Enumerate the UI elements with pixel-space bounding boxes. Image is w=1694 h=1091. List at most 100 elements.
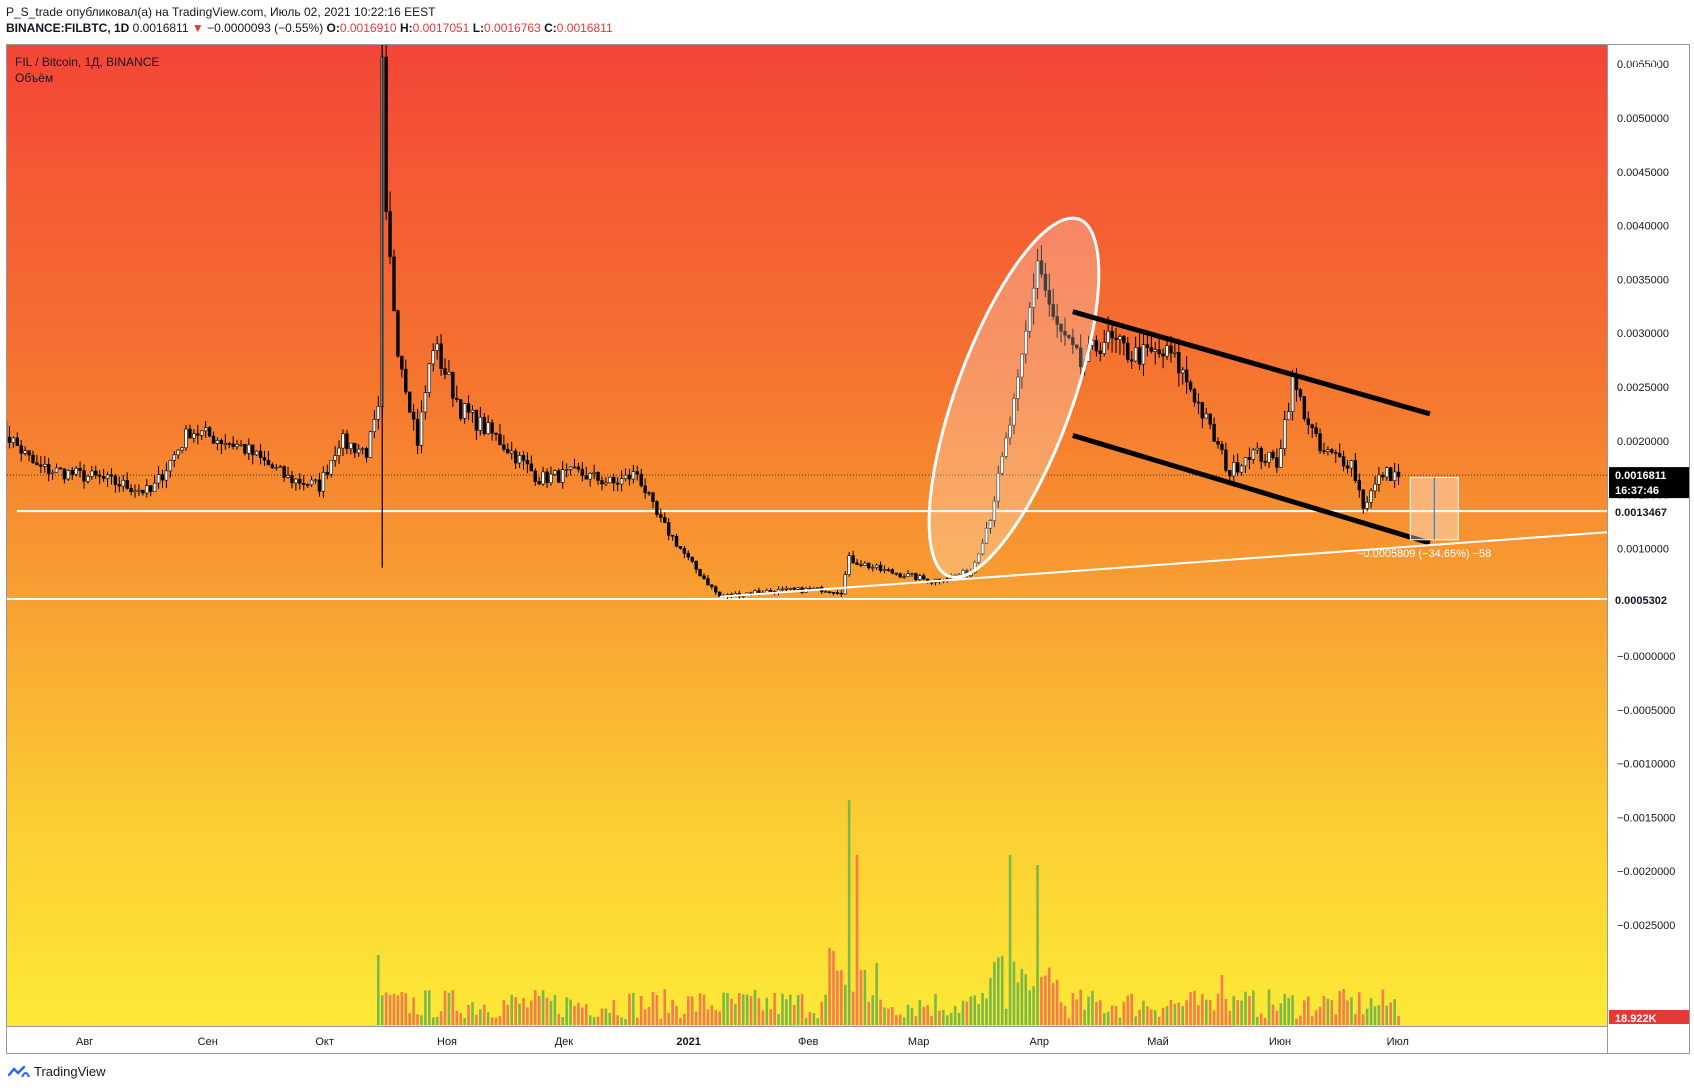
volume-bar — [859, 970, 863, 1025]
candle-body — [580, 468, 585, 476]
volume-bar — [1228, 1010, 1232, 1025]
candle-body — [1275, 457, 1279, 468]
currency-badge[interactable]: BTC — [1629, 53, 1659, 68]
candle-body — [356, 448, 361, 454]
volume-bar — [1240, 1000, 1243, 1025]
candle-body — [1184, 369, 1189, 383]
level-badge-bg — [1609, 591, 1689, 608]
volume-bar — [494, 1017, 498, 1025]
volume-bar — [1275, 1010, 1279, 1025]
footer-brand[interactable]: TradingView — [8, 1064, 106, 1079]
candle-body — [537, 481, 541, 485]
volume-bar — [785, 999, 788, 1025]
volume-bar — [1157, 1016, 1161, 1025]
volume-bar — [443, 990, 447, 1025]
candle-body — [415, 418, 420, 446]
volume-bar — [1303, 1000, 1306, 1025]
candle-body — [1392, 471, 1397, 481]
volume-bar — [392, 993, 396, 1025]
candle-body — [600, 480, 604, 485]
time-tick-label: Дек — [555, 1036, 574, 1048]
candle-body — [639, 473, 643, 487]
candle-body — [396, 310, 400, 357]
candle-body — [180, 447, 184, 451]
volume-bar — [400, 991, 404, 1025]
candle-body — [564, 469, 569, 471]
price-tick-label: −0.0025000 — [1617, 920, 1675, 932]
volume-bar — [804, 1017, 808, 1025]
candle-body — [1369, 490, 1373, 503]
candle-body — [823, 591, 828, 593]
volume-bar — [741, 994, 745, 1025]
time-axis[interactable] — [7, 1026, 1607, 1053]
volume-bar — [1334, 1014, 1338, 1025]
volume-bar — [1252, 990, 1255, 1025]
candle-body — [1188, 381, 1193, 390]
volume-bar — [435, 1016, 439, 1025]
candle-body — [1110, 330, 1114, 339]
volume-bar — [796, 995, 800, 1025]
candle-body — [659, 514, 663, 518]
measure-label: −0.0005809 (−34.65%) −58 — [1357, 548, 1491, 560]
candle-body — [627, 474, 632, 480]
chart-plot[interactable]: −0.0005809 (−34.65%) −58 0.0055000 0.0050… — [7, 45, 1690, 1054]
low-key: L: — [472, 21, 485, 35]
volume-bar — [922, 1006, 926, 1025]
volume-bar — [632, 992, 635, 1025]
candle-body — [890, 569, 895, 574]
volume-bar — [471, 1002, 474, 1025]
candle-body — [643, 485, 647, 494]
volume-bar — [706, 1009, 710, 1025]
candle-body — [266, 459, 271, 466]
price-tick-label: 0.0030000 — [1617, 328, 1669, 340]
candle-body — [82, 470, 86, 482]
volume-bar — [808, 1012, 812, 1025]
volume-bar — [616, 1015, 619, 1025]
volume-bar — [934, 993, 937, 1025]
volume-bar — [1079, 989, 1082, 1025]
volume-bar — [518, 1003, 521, 1025]
candle-body — [1330, 449, 1334, 453]
candle-body — [388, 211, 392, 258]
annotations-layer: −0.0005809 (−34.65%) −58 — [719, 216, 1608, 598]
candle-body — [1094, 340, 1099, 352]
volume-bar — [761, 1010, 765, 1025]
candle-body — [1373, 483, 1377, 492]
volume-bar — [1036, 865, 1039, 1025]
candle-body — [906, 573, 910, 577]
candle-body — [404, 368, 408, 393]
candle-body — [871, 567, 875, 569]
volume-bar — [388, 994, 392, 1025]
candle-body — [513, 450, 518, 464]
price-axis[interactable] — [1607, 45, 1689, 1053]
candle-body — [215, 440, 220, 444]
candle-body — [137, 489, 141, 492]
candle-body — [423, 392, 428, 413]
candle-body — [506, 448, 510, 454]
volume-bar — [573, 1006, 576, 1025]
candle-body — [419, 411, 424, 446]
volume-bar — [1012, 961, 1016, 1025]
volume-bar — [832, 950, 835, 1025]
candle-body — [462, 403, 467, 419]
volume-bar — [396, 995, 400, 1025]
candle-body — [827, 591, 832, 593]
volume-bar — [651, 991, 655, 1025]
candle-body — [149, 485, 153, 492]
candle-body — [74, 467, 78, 475]
candle-body — [1165, 345, 1169, 357]
volume-bar — [412, 997, 415, 1025]
volume-bar — [679, 1018, 682, 1025]
candle-body — [1345, 465, 1350, 469]
chart-frame[interactable]: −0.0005809 (−34.65%) −58 0.0055000 0.0050… — [6, 44, 1690, 1054]
volume-bar — [1216, 993, 1220, 1025]
candle-body — [1157, 349, 1161, 355]
symbol-label: BINANCE:FILBTC, 1D — [6, 21, 130, 35]
candle-body — [1098, 350, 1103, 354]
candle-body — [349, 442, 353, 449]
candle-body — [411, 411, 416, 420]
volume-bar — [506, 1004, 510, 1025]
volume-bar — [482, 1004, 486, 1025]
candle-body — [651, 492, 655, 502]
price-tick-label: −0.0020000 — [1617, 866, 1675, 878]
